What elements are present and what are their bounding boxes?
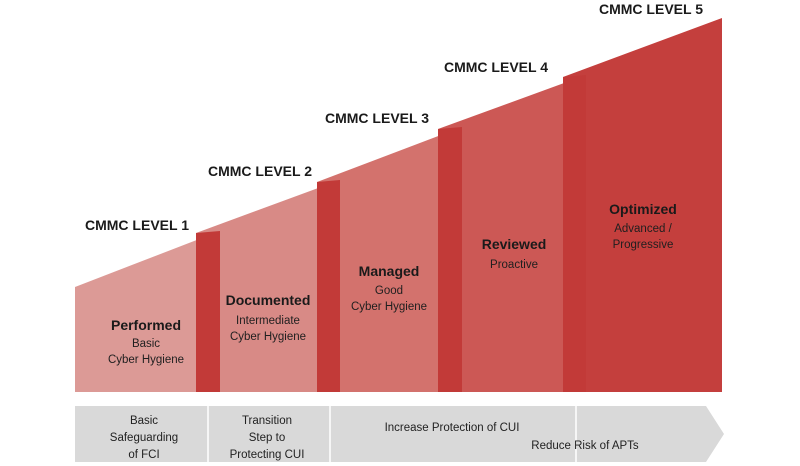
arrow-shape (75, 406, 724, 462)
level-1-bar (75, 231, 220, 392)
level-3-desc-line-2: Cyber Hygiene (351, 301, 427, 313)
level-4-bar (438, 75, 586, 392)
level-3-title: CMMC LEVEL 3 (325, 110, 429, 126)
arrow-section-1-line-1: Basic (130, 415, 158, 427)
progress-arrow: Basic Safeguarding of FCI Transition Ste… (75, 406, 724, 462)
overlap-strip-4-5 (563, 75, 586, 392)
level-5-bar (563, 18, 722, 392)
level-5-desc-line-1: Advanced / (614, 223, 672, 235)
overlap-strip-2-3 (317, 180, 340, 392)
arrow-label-reduce-risk: Reduce Risk of APTs (531, 440, 639, 452)
level-5-name: Optimized (609, 201, 677, 217)
level-2-name: Documented (226, 292, 311, 308)
arrow-section-2-line-1: Transition (242, 415, 292, 427)
overlap-strip-1-2 (196, 231, 220, 392)
level-2-desc-line-2: Cyber Hygiene (230, 331, 306, 343)
level-5-desc-line-2: Progressive (613, 239, 674, 251)
level-3-desc-line-1: Good (375, 285, 403, 297)
overlap-strips (196, 75, 586, 392)
overlap-strip-3-4 (438, 127, 462, 392)
level-1-name: Performed (111, 317, 181, 333)
level-bars (75, 18, 722, 392)
level-4-name: Reviewed (482, 236, 547, 252)
level-1-desc-line-1: Basic (132, 338, 160, 350)
arrow-label-increase-protection: Increase Protection of CUI (385, 422, 520, 434)
arrow-section-2-line-2: Step to (249, 432, 285, 444)
level-5-title: CMMC LEVEL 5 (599, 1, 703, 17)
level-2-title: CMMC LEVEL 2 (208, 163, 312, 179)
level-4-title: CMMC LEVEL 4 (444, 59, 548, 75)
level-titles: CMMC LEVEL 1 CMMC LEVEL 2 CMMC LEVEL 3 C… (85, 1, 703, 233)
level-2-bar (196, 180, 340, 392)
arrow-section-2-line-3: Protecting CUI (230, 449, 305, 461)
arrow-section-1-line-3: of FCI (128, 449, 159, 461)
level-3-bar (317, 127, 462, 392)
arrow-section-1-line-2: Safeguarding (110, 432, 178, 444)
level-4-desc-line-1: Proactive (490, 259, 538, 271)
level-1-desc-line-2: Cyber Hygiene (108, 354, 184, 366)
level-3-name: Managed (359, 263, 420, 279)
level-2-desc-line-1: Intermediate (236, 315, 300, 327)
level-1-title: CMMC LEVEL 1 (85, 217, 189, 233)
level-labels: Performed Basic Cyber Hygiene Documented… (108, 201, 677, 366)
